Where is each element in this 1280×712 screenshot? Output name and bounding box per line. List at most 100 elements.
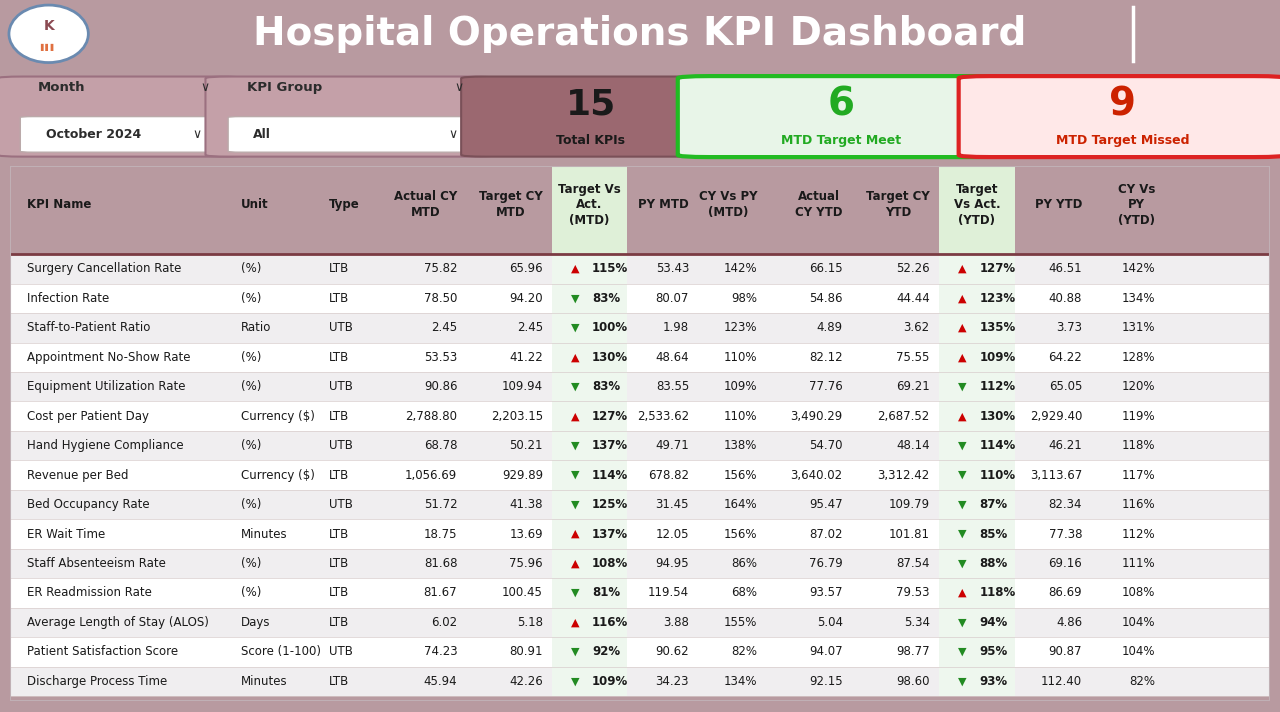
Text: Revenue per Bed: Revenue per Bed bbox=[27, 468, 128, 481]
Bar bbox=[552, 549, 627, 578]
Bar bbox=[10, 607, 1270, 637]
Text: 79.53: 79.53 bbox=[896, 587, 929, 600]
Text: 65.05: 65.05 bbox=[1048, 380, 1082, 393]
Text: 31.45: 31.45 bbox=[655, 498, 689, 511]
Text: 86.69: 86.69 bbox=[1048, 587, 1082, 600]
Text: 6: 6 bbox=[828, 85, 855, 123]
Text: Score (1-100): Score (1-100) bbox=[241, 645, 321, 659]
Bar bbox=[938, 166, 1015, 254]
Text: Surgery Cancellation Rate: Surgery Cancellation Rate bbox=[27, 263, 180, 276]
Text: Staff-to-Patient Ratio: Staff-to-Patient Ratio bbox=[27, 321, 150, 335]
Text: ▲: ▲ bbox=[959, 588, 966, 598]
Text: ▼: ▼ bbox=[571, 323, 580, 333]
Text: 46.21: 46.21 bbox=[1048, 439, 1082, 452]
Text: 3,113.67: 3,113.67 bbox=[1030, 468, 1082, 481]
Bar bbox=[552, 461, 627, 490]
Text: 112%: 112% bbox=[979, 380, 1015, 393]
Text: 88%: 88% bbox=[979, 557, 1007, 570]
Text: ▼: ▼ bbox=[571, 588, 580, 598]
Bar bbox=[10, 490, 1270, 519]
Text: (%): (%) bbox=[241, 587, 261, 600]
Text: 110%: 110% bbox=[723, 409, 758, 423]
Text: 13.69: 13.69 bbox=[509, 528, 543, 540]
Text: 134%: 134% bbox=[723, 675, 758, 688]
Text: 92%: 92% bbox=[593, 645, 621, 659]
Text: Infection Rate: Infection Rate bbox=[27, 292, 109, 305]
Text: Total KPIs: Total KPIs bbox=[557, 134, 626, 147]
Text: 134%: 134% bbox=[1121, 292, 1155, 305]
Text: PY MTD: PY MTD bbox=[639, 198, 689, 211]
Text: 109%: 109% bbox=[723, 380, 758, 393]
Text: 34.23: 34.23 bbox=[655, 675, 689, 688]
Text: ∨: ∨ bbox=[200, 80, 209, 94]
Text: 5.34: 5.34 bbox=[904, 616, 929, 629]
Text: 110%: 110% bbox=[979, 468, 1015, 481]
Text: 3,312.42: 3,312.42 bbox=[877, 468, 929, 481]
Text: 4.89: 4.89 bbox=[817, 321, 842, 335]
Text: 86%: 86% bbox=[731, 557, 758, 570]
Text: LTB: LTB bbox=[329, 468, 349, 481]
Text: ▲: ▲ bbox=[571, 558, 580, 568]
Bar bbox=[10, 578, 1270, 607]
Text: 6.02: 6.02 bbox=[431, 616, 457, 629]
Bar bbox=[938, 372, 1015, 402]
Text: 83%: 83% bbox=[593, 380, 621, 393]
Bar bbox=[938, 519, 1015, 549]
Text: 116%: 116% bbox=[593, 616, 628, 629]
Bar bbox=[552, 637, 627, 666]
Text: All: All bbox=[253, 128, 271, 142]
Text: (%): (%) bbox=[241, 498, 261, 511]
Bar bbox=[938, 578, 1015, 607]
Bar bbox=[552, 372, 627, 402]
FancyBboxPatch shape bbox=[959, 76, 1280, 157]
Text: UTB: UTB bbox=[329, 439, 353, 452]
Text: 94.20: 94.20 bbox=[509, 292, 543, 305]
Text: 83.55: 83.55 bbox=[655, 380, 689, 393]
Text: 127%: 127% bbox=[979, 263, 1015, 276]
Text: ▼: ▼ bbox=[959, 676, 966, 686]
Text: 44.44: 44.44 bbox=[896, 292, 929, 305]
Bar bbox=[938, 402, 1015, 431]
Text: Ratio: Ratio bbox=[241, 321, 271, 335]
Text: UTB: UTB bbox=[329, 380, 353, 393]
Bar bbox=[552, 166, 627, 254]
Text: UTB: UTB bbox=[329, 321, 353, 335]
Text: 65.96: 65.96 bbox=[509, 263, 543, 276]
Text: 98%: 98% bbox=[731, 292, 758, 305]
Text: 2.45: 2.45 bbox=[431, 321, 457, 335]
Text: 2.45: 2.45 bbox=[517, 321, 543, 335]
Text: CY Vs PY
(MTD): CY Vs PY (MTD) bbox=[699, 191, 758, 219]
Text: 123%: 123% bbox=[979, 292, 1015, 305]
Text: 50.21: 50.21 bbox=[509, 439, 543, 452]
Text: 49.71: 49.71 bbox=[655, 439, 689, 452]
Text: MTD Target Missed: MTD Target Missed bbox=[1056, 134, 1189, 147]
Text: Type: Type bbox=[329, 198, 360, 211]
Text: 112%: 112% bbox=[1121, 528, 1155, 540]
Text: 64.22: 64.22 bbox=[1048, 351, 1082, 364]
Text: 109%: 109% bbox=[593, 675, 628, 688]
Text: 51.72: 51.72 bbox=[424, 498, 457, 511]
Text: 104%: 104% bbox=[1121, 645, 1155, 659]
Text: 52.26: 52.26 bbox=[896, 263, 929, 276]
Text: 87%: 87% bbox=[979, 498, 1007, 511]
Text: (%): (%) bbox=[241, 380, 261, 393]
Bar bbox=[10, 461, 1270, 490]
Text: ER Wait Time: ER Wait Time bbox=[27, 528, 105, 540]
Text: 98.60: 98.60 bbox=[896, 675, 929, 688]
Text: Cost per Patient Day: Cost per Patient Day bbox=[27, 409, 148, 423]
Text: 2,203.15: 2,203.15 bbox=[492, 409, 543, 423]
Text: 2,533.62: 2,533.62 bbox=[637, 409, 689, 423]
Text: 15: 15 bbox=[566, 87, 616, 121]
Text: 48.14: 48.14 bbox=[896, 439, 929, 452]
Text: ▼: ▼ bbox=[571, 646, 580, 656]
Bar bbox=[552, 402, 627, 431]
Text: 142%: 142% bbox=[1121, 263, 1155, 276]
Text: ∨: ∨ bbox=[192, 128, 202, 142]
Text: 87.54: 87.54 bbox=[896, 557, 929, 570]
Text: ▲: ▲ bbox=[571, 264, 580, 274]
Text: 69.16: 69.16 bbox=[1048, 557, 1082, 570]
Text: 75.96: 75.96 bbox=[509, 557, 543, 570]
Text: 2,687.52: 2,687.52 bbox=[877, 409, 929, 423]
Text: 12.05: 12.05 bbox=[655, 528, 689, 540]
Text: (%): (%) bbox=[241, 292, 261, 305]
